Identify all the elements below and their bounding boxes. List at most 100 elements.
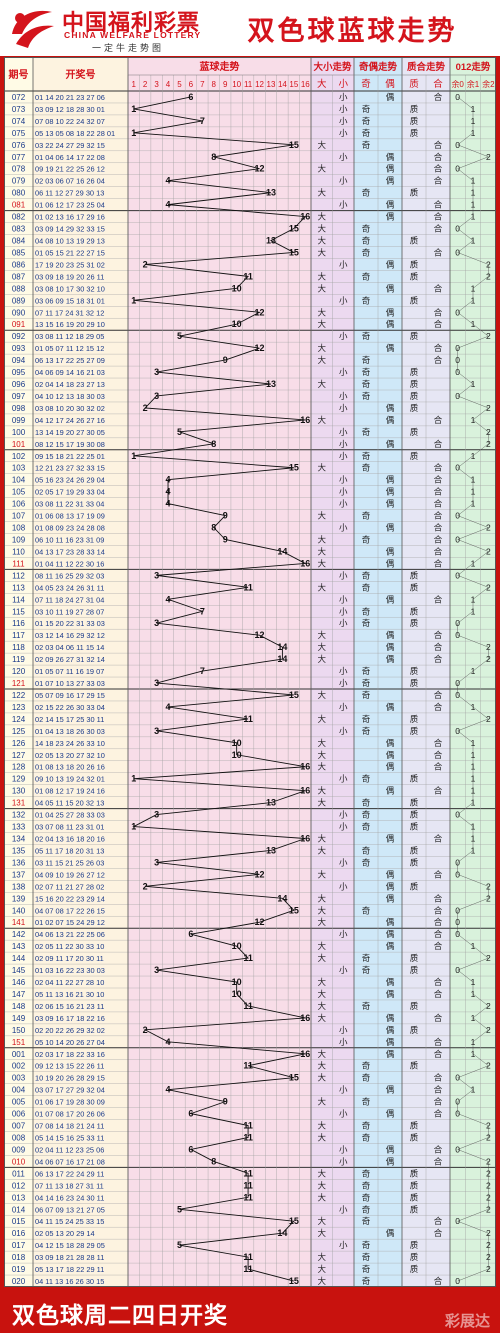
issue-number-cell: 007 xyxy=(12,1122,26,1131)
prime-cell: 合 xyxy=(434,690,443,700)
column-band-issue xyxy=(4,57,33,1287)
mod-cell: 2 xyxy=(486,427,491,437)
issue-number-cell: 004 xyxy=(12,1086,26,1095)
chart-border xyxy=(4,57,496,1287)
prime-cell: 质 xyxy=(410,714,419,724)
issue-number-cell: 072 xyxy=(12,93,26,102)
column-band-mod xyxy=(450,57,496,1287)
draw-numbers-cell: 06 13 17 22 25 27 09 xyxy=(35,356,105,365)
blue-value-label: 15 xyxy=(289,690,299,700)
draw-numbers-cell: 02 09 11 17 20 30 11 xyxy=(35,954,104,963)
blue-value-label: 6 xyxy=(188,1144,193,1154)
prime-cell: 合 xyxy=(434,164,443,174)
blue-value-label: 15 xyxy=(289,1216,299,1226)
size-cell: 小 xyxy=(339,259,348,269)
issue-number-cell: 014 xyxy=(12,1205,26,1214)
mod-cell: 0 xyxy=(455,140,460,150)
prime-cell: 合 xyxy=(434,989,443,999)
draw-numbers-cell: 01 08 13 18 20 26 16 xyxy=(35,763,105,772)
issue-number-cell: 115 xyxy=(12,607,25,616)
parity-cell: 奇 xyxy=(362,236,371,246)
prime-cell: 质 xyxy=(410,367,419,377)
parity-cell: 奇 xyxy=(362,582,371,592)
size-cell: 小 xyxy=(339,965,348,975)
size-cell: 大 xyxy=(317,893,326,903)
size-cell: 小 xyxy=(339,594,348,604)
prime-cell: 合 xyxy=(434,905,443,915)
size-cell: 大 xyxy=(317,236,326,246)
column-header-numbers: 开奖号 xyxy=(66,68,96,81)
issue-number-cell: 078 xyxy=(12,165,26,174)
mod-cell: 0 xyxy=(455,726,460,736)
size-cell: 小 xyxy=(339,570,348,580)
prime-cell: 质 xyxy=(410,774,419,784)
size-cell: 大 xyxy=(317,1264,326,1274)
mod-cell: 2 xyxy=(486,439,491,449)
parity-cell: 奇 xyxy=(362,845,371,855)
size-cell: 大 xyxy=(317,1013,326,1023)
prime-cell: 合 xyxy=(434,1037,443,1047)
mod-cell: 2 xyxy=(486,1133,491,1143)
size-cell: 大 xyxy=(317,546,326,556)
blue-value-label: 16 xyxy=(300,1013,310,1023)
draw-numbers-cell: 04 11 13 16 26 30 15 xyxy=(35,1277,104,1286)
draw-numbers-cell: 13 15 16 19 20 29 10 xyxy=(35,320,105,329)
parity-cell: 奇 xyxy=(362,295,371,305)
column-header-prime-trend: 质合走势 xyxy=(407,61,446,73)
size-cell: 大 xyxy=(317,535,326,545)
blue-value-label: 12 xyxy=(255,630,265,640)
issue-number-cell: 008 xyxy=(12,1134,26,1143)
blue-value-label: 4 xyxy=(166,702,171,712)
size-subheader-label: 小 xyxy=(338,79,348,90)
issue-number-cell: 111 xyxy=(12,559,25,568)
parity-cell: 偶 xyxy=(386,786,395,796)
prime-cell: 合 xyxy=(434,212,443,222)
draw-numbers-cell: 01 04 13 18 26 30 03 xyxy=(35,727,105,736)
draw-numbers-cell: 03 12 14 16 29 32 12 xyxy=(35,631,105,640)
size-cell: 小 xyxy=(339,523,348,533)
mod-subheader-label: 余0 xyxy=(451,79,464,89)
parity-cell: 偶 xyxy=(386,1228,395,1238)
draw-numbers-cell: 04 05 23 24 26 31 11 xyxy=(35,583,104,592)
mod-cell: 0 xyxy=(455,1097,460,1107)
blue-value-label: 8 xyxy=(211,523,216,533)
draw-numbers-cell: 02 03 04 06 11 15 14 xyxy=(35,643,104,652)
blue-value-label: 11 xyxy=(243,1001,253,1011)
mod-cell: 0 xyxy=(455,618,460,628)
blue-value-label: 2 xyxy=(143,881,148,891)
prime-cell: 质 xyxy=(410,666,419,676)
blue-value-label: 15 xyxy=(289,463,299,473)
size-cell: 大 xyxy=(317,941,326,951)
draw-numbers-cell: 01 06 17 19 28 30 09 xyxy=(35,1098,105,1107)
parity-cell: 奇 xyxy=(362,1216,371,1226)
blue-value-label: 3 xyxy=(154,367,159,377)
parity-cell: 偶 xyxy=(386,523,395,533)
parity-cell: 偶 xyxy=(386,403,395,413)
draw-numbers-cell: 03 10 11 19 27 28 07 xyxy=(35,607,104,616)
issue-number-cell: 086 xyxy=(12,260,26,269)
size-cell: 大 xyxy=(317,283,326,293)
size-cell: 小 xyxy=(339,427,348,437)
mod-cell: 0 xyxy=(455,92,460,102)
prime-cell: 质 xyxy=(410,618,419,628)
issue-number-cell: 141 xyxy=(12,918,26,927)
parity-cell: 偶 xyxy=(386,499,395,509)
parity-cell: 奇 xyxy=(362,714,371,724)
prime-cell: 质 xyxy=(410,1264,419,1274)
draw-numbers-cell: 02 05 17 19 29 33 04 xyxy=(35,488,105,497)
mod-cell: 0 xyxy=(455,810,460,820)
parity-cell: 偶 xyxy=(386,869,395,879)
blue-value-label: 5 xyxy=(177,1204,182,1214)
prime-cell: 质 xyxy=(410,810,419,820)
parity-cell: 奇 xyxy=(362,1073,371,1083)
size-cell: 大 xyxy=(317,1133,326,1143)
mod-cell: 1 xyxy=(471,558,476,568)
mod-cell: 2 xyxy=(486,953,491,963)
draw-numbers-cell: 02 07 11 21 27 28 02 xyxy=(35,882,104,891)
logo-slogan: 一定牛走势图 xyxy=(92,43,165,53)
issue-number-cell: 128 xyxy=(12,763,26,772)
size-cell: 大 xyxy=(317,905,326,915)
mod-cell: 2 xyxy=(486,1228,491,1238)
parity-cell: 偶 xyxy=(386,750,395,760)
draw-numbers-cell: 08 12 15 17 19 30 08 xyxy=(35,440,105,449)
